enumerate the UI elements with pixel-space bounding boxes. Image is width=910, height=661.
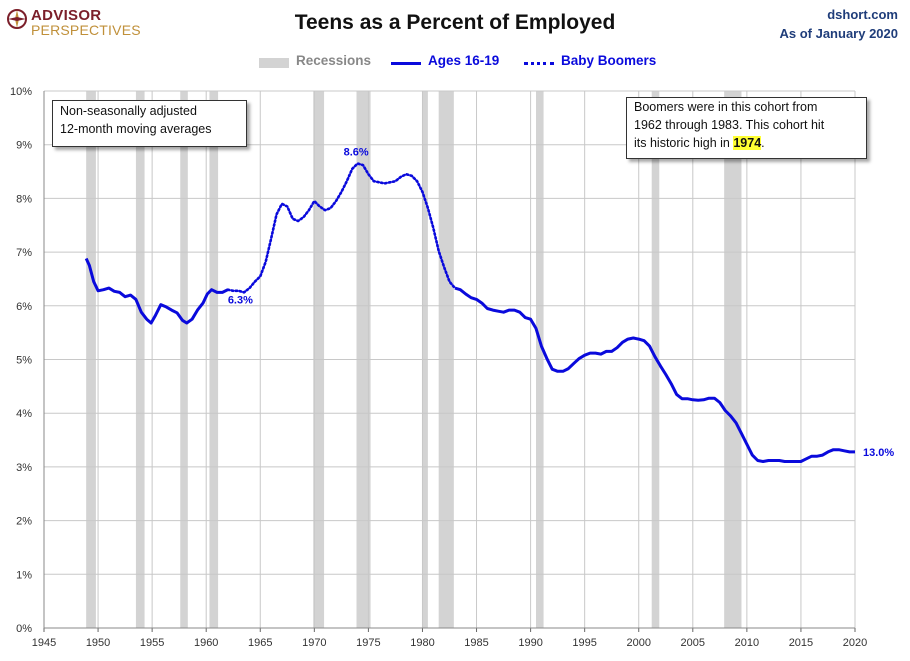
note-box-right: Boomers were in this cohort from 1962 th…: [626, 97, 867, 159]
y-tick-label: 10%: [10, 86, 32, 98]
as-of-label: As of January 2020: [779, 26, 898, 41]
x-tick-label: 1955: [140, 637, 164, 649]
x-tick-label: 1985: [464, 637, 488, 649]
x-tick-label: 1945: [32, 637, 56, 649]
gridlines: [43, 90, 856, 628]
legend-boomers-label: Baby Boomers: [561, 53, 657, 68]
y-tick-label: 3%: [16, 462, 32, 474]
x-tick-label: 2020: [843, 637, 867, 649]
x-tick-label: 1960: [194, 637, 218, 649]
x-tick-label: 1995: [572, 637, 596, 649]
y-tick-label: 5%: [16, 355, 32, 367]
note-left-line1: Non-seasonally adjusted: [60, 104, 197, 118]
legend-ages-label: Ages 16-19: [428, 53, 500, 68]
series-lines: [84, 162, 855, 463]
note-right-line2: 1962 through 1983. This cohort hit: [634, 118, 825, 132]
chart-title: Teens as a Percent of Employed: [294, 11, 616, 34]
legend-ages-swatch: [391, 62, 421, 65]
series-line-ages-16-19-3: [454, 286, 855, 463]
x-tick-label: 1950: [86, 637, 110, 649]
x-tick-label: 1990: [518, 637, 542, 649]
note-right-line3: its historic high in 1974.: [634, 134, 866, 152]
series-line-ages-16-19-1: [84, 257, 229, 325]
x-tick-label: 1965: [248, 637, 272, 649]
source-label: dshort.com: [827, 7, 898, 22]
note-right-line3-prefix: its historic high in: [634, 136, 734, 150]
data-labels: 6.3% 8.6% 13.0%: [228, 146, 895, 458]
y-tick-label: 6%: [16, 301, 32, 313]
legend-boomers-swatch: [524, 62, 554, 65]
legend-recession-swatch: [259, 58, 289, 68]
logo: ADVISOR PERSPECTIVES: [6, 6, 146, 40]
data-label: 8.6%: [344, 146, 369, 158]
data-label: 13.0%: [863, 447, 894, 459]
note-right-highlight: 1974: [733, 136, 762, 150]
logo-line1: ADVISOR: [31, 7, 102, 24]
legend-recessions-label: Recessions: [296, 53, 372, 68]
x-tick-label: 2015: [789, 637, 813, 649]
note-right-line3-suffix: .: [761, 136, 765, 150]
note-left-line2: 12-month moving averages: [60, 122, 212, 136]
x-tick-label: 2005: [681, 637, 705, 649]
x-tick-label: 1975: [356, 637, 380, 649]
x-tick-label: 2010: [735, 637, 759, 649]
y-tick-label: 9%: [16, 140, 32, 152]
y-tick-label: 7%: [16, 247, 32, 259]
y-tick-label: 8%: [16, 193, 32, 205]
y-tick-label: 2%: [16, 516, 32, 528]
compass-logo-icon: [7, 9, 27, 29]
x-tick-label: 1980: [410, 637, 434, 649]
axes: 0% 1% 2% 3% 4% 5% 6% 7% 8% 9% 10% 1945 1950 1955 1960 1…: [10, 86, 867, 649]
y-tick-label: 0%: [16, 623, 32, 635]
y-tick-label: 4%: [16, 408, 32, 420]
series-line-baby-boomers: [226, 162, 457, 294]
y-tick-label: 1%: [16, 569, 32, 581]
x-tick-label: 2000: [626, 637, 650, 649]
logo-line2: PERSPECTIVES: [31, 22, 141, 38]
note-right-line1: Boomers were in this cohort from: [634, 100, 818, 114]
note-box-left: Non-seasonally adjusted 12-month moving …: [52, 100, 247, 147]
x-tick-label: 1970: [302, 637, 326, 649]
data-label: 6.3%: [228, 295, 253, 307]
legend: Recessions Ages 16-19 Baby Boomers: [0, 53, 910, 71]
